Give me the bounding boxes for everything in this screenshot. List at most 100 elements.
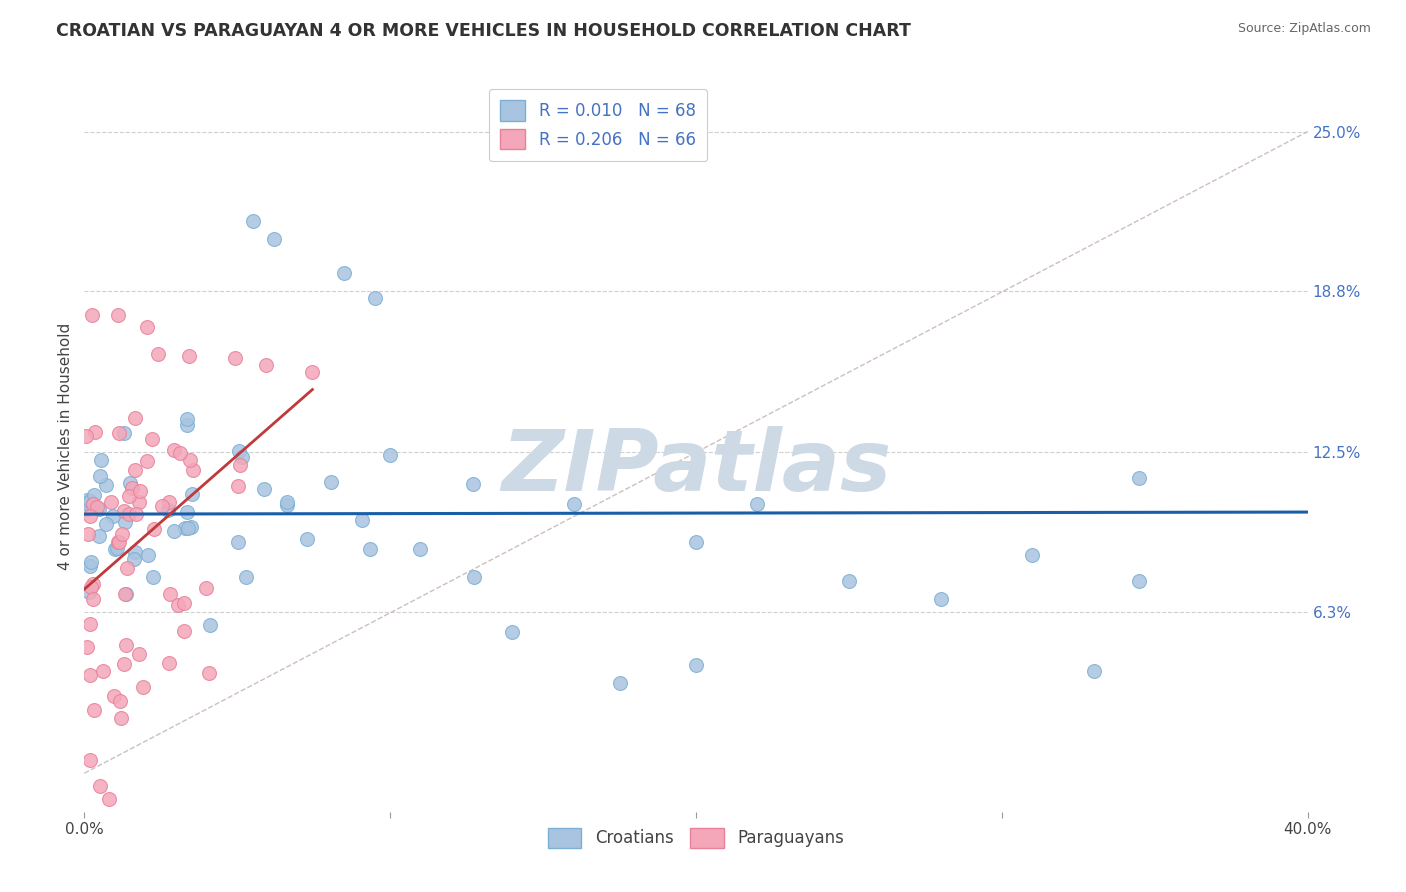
Point: [159, 587, 181, 601]
Point: [80, 580, 103, 594]
Point: [256, 358, 278, 372]
Point: [122, 551, 145, 566]
Point: [110, 710, 132, 724]
Text: Source: ZipAtlas.com: Source: ZipAtlas.com: [1237, 22, 1371, 36]
Point: [163, 443, 186, 458]
Point: [79, 555, 101, 569]
Point: [685, 658, 707, 673]
Point: [263, 232, 285, 246]
Point: [124, 411, 146, 425]
Point: [235, 570, 257, 584]
Point: [194, 581, 217, 595]
Point: [79, 616, 101, 631]
Point: [79, 558, 101, 573]
Point: [112, 657, 135, 672]
Point: [229, 458, 252, 472]
Point: [157, 657, 180, 671]
Point: [108, 426, 131, 441]
Point: [176, 412, 198, 426]
Point: [121, 481, 143, 495]
Point: [174, 521, 197, 535]
Point: [163, 524, 186, 538]
Point: [136, 548, 159, 562]
Point: [176, 505, 198, 519]
Point: [112, 504, 135, 518]
Point: [181, 486, 204, 500]
Point: [118, 507, 141, 521]
Point: [157, 495, 180, 509]
Point: [94, 477, 117, 491]
Point: [75, 429, 97, 443]
Point: [226, 478, 249, 492]
Point: [276, 498, 298, 512]
Point: [128, 494, 150, 508]
Point: [100, 495, 122, 509]
Point: [107, 535, 129, 549]
Point: [91, 665, 114, 679]
Point: [350, 513, 373, 527]
Point: [83, 488, 105, 502]
Point: [461, 477, 484, 491]
Point: [108, 535, 131, 549]
Point: [141, 432, 163, 446]
Point: [94, 516, 117, 531]
Point: [1021, 548, 1043, 562]
Point: [747, 497, 769, 511]
Point: [173, 596, 195, 610]
Point: [82, 591, 104, 606]
Point: [1128, 574, 1150, 588]
Text: CROATIAN VS PARAGUAYAN 4 OR MORE VEHICLES IN HOUSEHOLD CORRELATION CHART: CROATIAN VS PARAGUAYAN 4 OR MORE VEHICLE…: [56, 22, 911, 40]
Point: [157, 503, 180, 517]
Point: [117, 561, 139, 575]
Point: [115, 587, 138, 601]
Point: [124, 545, 146, 559]
Point: [1128, 471, 1150, 485]
Point: [173, 624, 195, 638]
Point: [301, 365, 323, 379]
Y-axis label: 4 or more Vehicles in Household: 4 or more Vehicles in Household: [58, 322, 73, 570]
Point: [82, 576, 104, 591]
Point: [135, 319, 157, 334]
Point: [79, 753, 101, 767]
Point: [115, 638, 138, 652]
Point: [83, 425, 105, 440]
Point: [79, 509, 101, 524]
Point: [231, 450, 253, 465]
Point: [110, 526, 132, 541]
Point: [253, 482, 276, 496]
Point: [107, 309, 129, 323]
Point: [114, 587, 136, 601]
Point: [76, 501, 98, 516]
Point: [152, 499, 174, 513]
Point: [169, 446, 191, 460]
Point: [409, 542, 432, 557]
Point: [333, 266, 356, 280]
Point: [228, 444, 250, 458]
Point: [125, 507, 148, 521]
Point: [177, 521, 200, 535]
Point: [200, 618, 222, 632]
Point: [104, 542, 127, 557]
Point: [80, 308, 103, 322]
Point: [87, 528, 110, 542]
Point: [103, 508, 125, 523]
Point: [166, 598, 188, 612]
Point: [76, 492, 98, 507]
Point: [86, 500, 108, 514]
Text: ZIPatlas: ZIPatlas: [501, 426, 891, 509]
Point: [79, 584, 101, 599]
Point: [176, 418, 198, 433]
Point: [142, 570, 165, 584]
Point: [82, 497, 104, 511]
Point: [79, 668, 101, 682]
Point: [108, 694, 131, 708]
Point: [502, 625, 524, 640]
Point: [364, 292, 387, 306]
Point: [76, 527, 98, 541]
Point: [224, 351, 246, 365]
Point: [276, 495, 298, 509]
Point: [359, 541, 381, 556]
Point: [124, 462, 146, 476]
Point: [89, 468, 111, 483]
Point: [131, 680, 153, 694]
